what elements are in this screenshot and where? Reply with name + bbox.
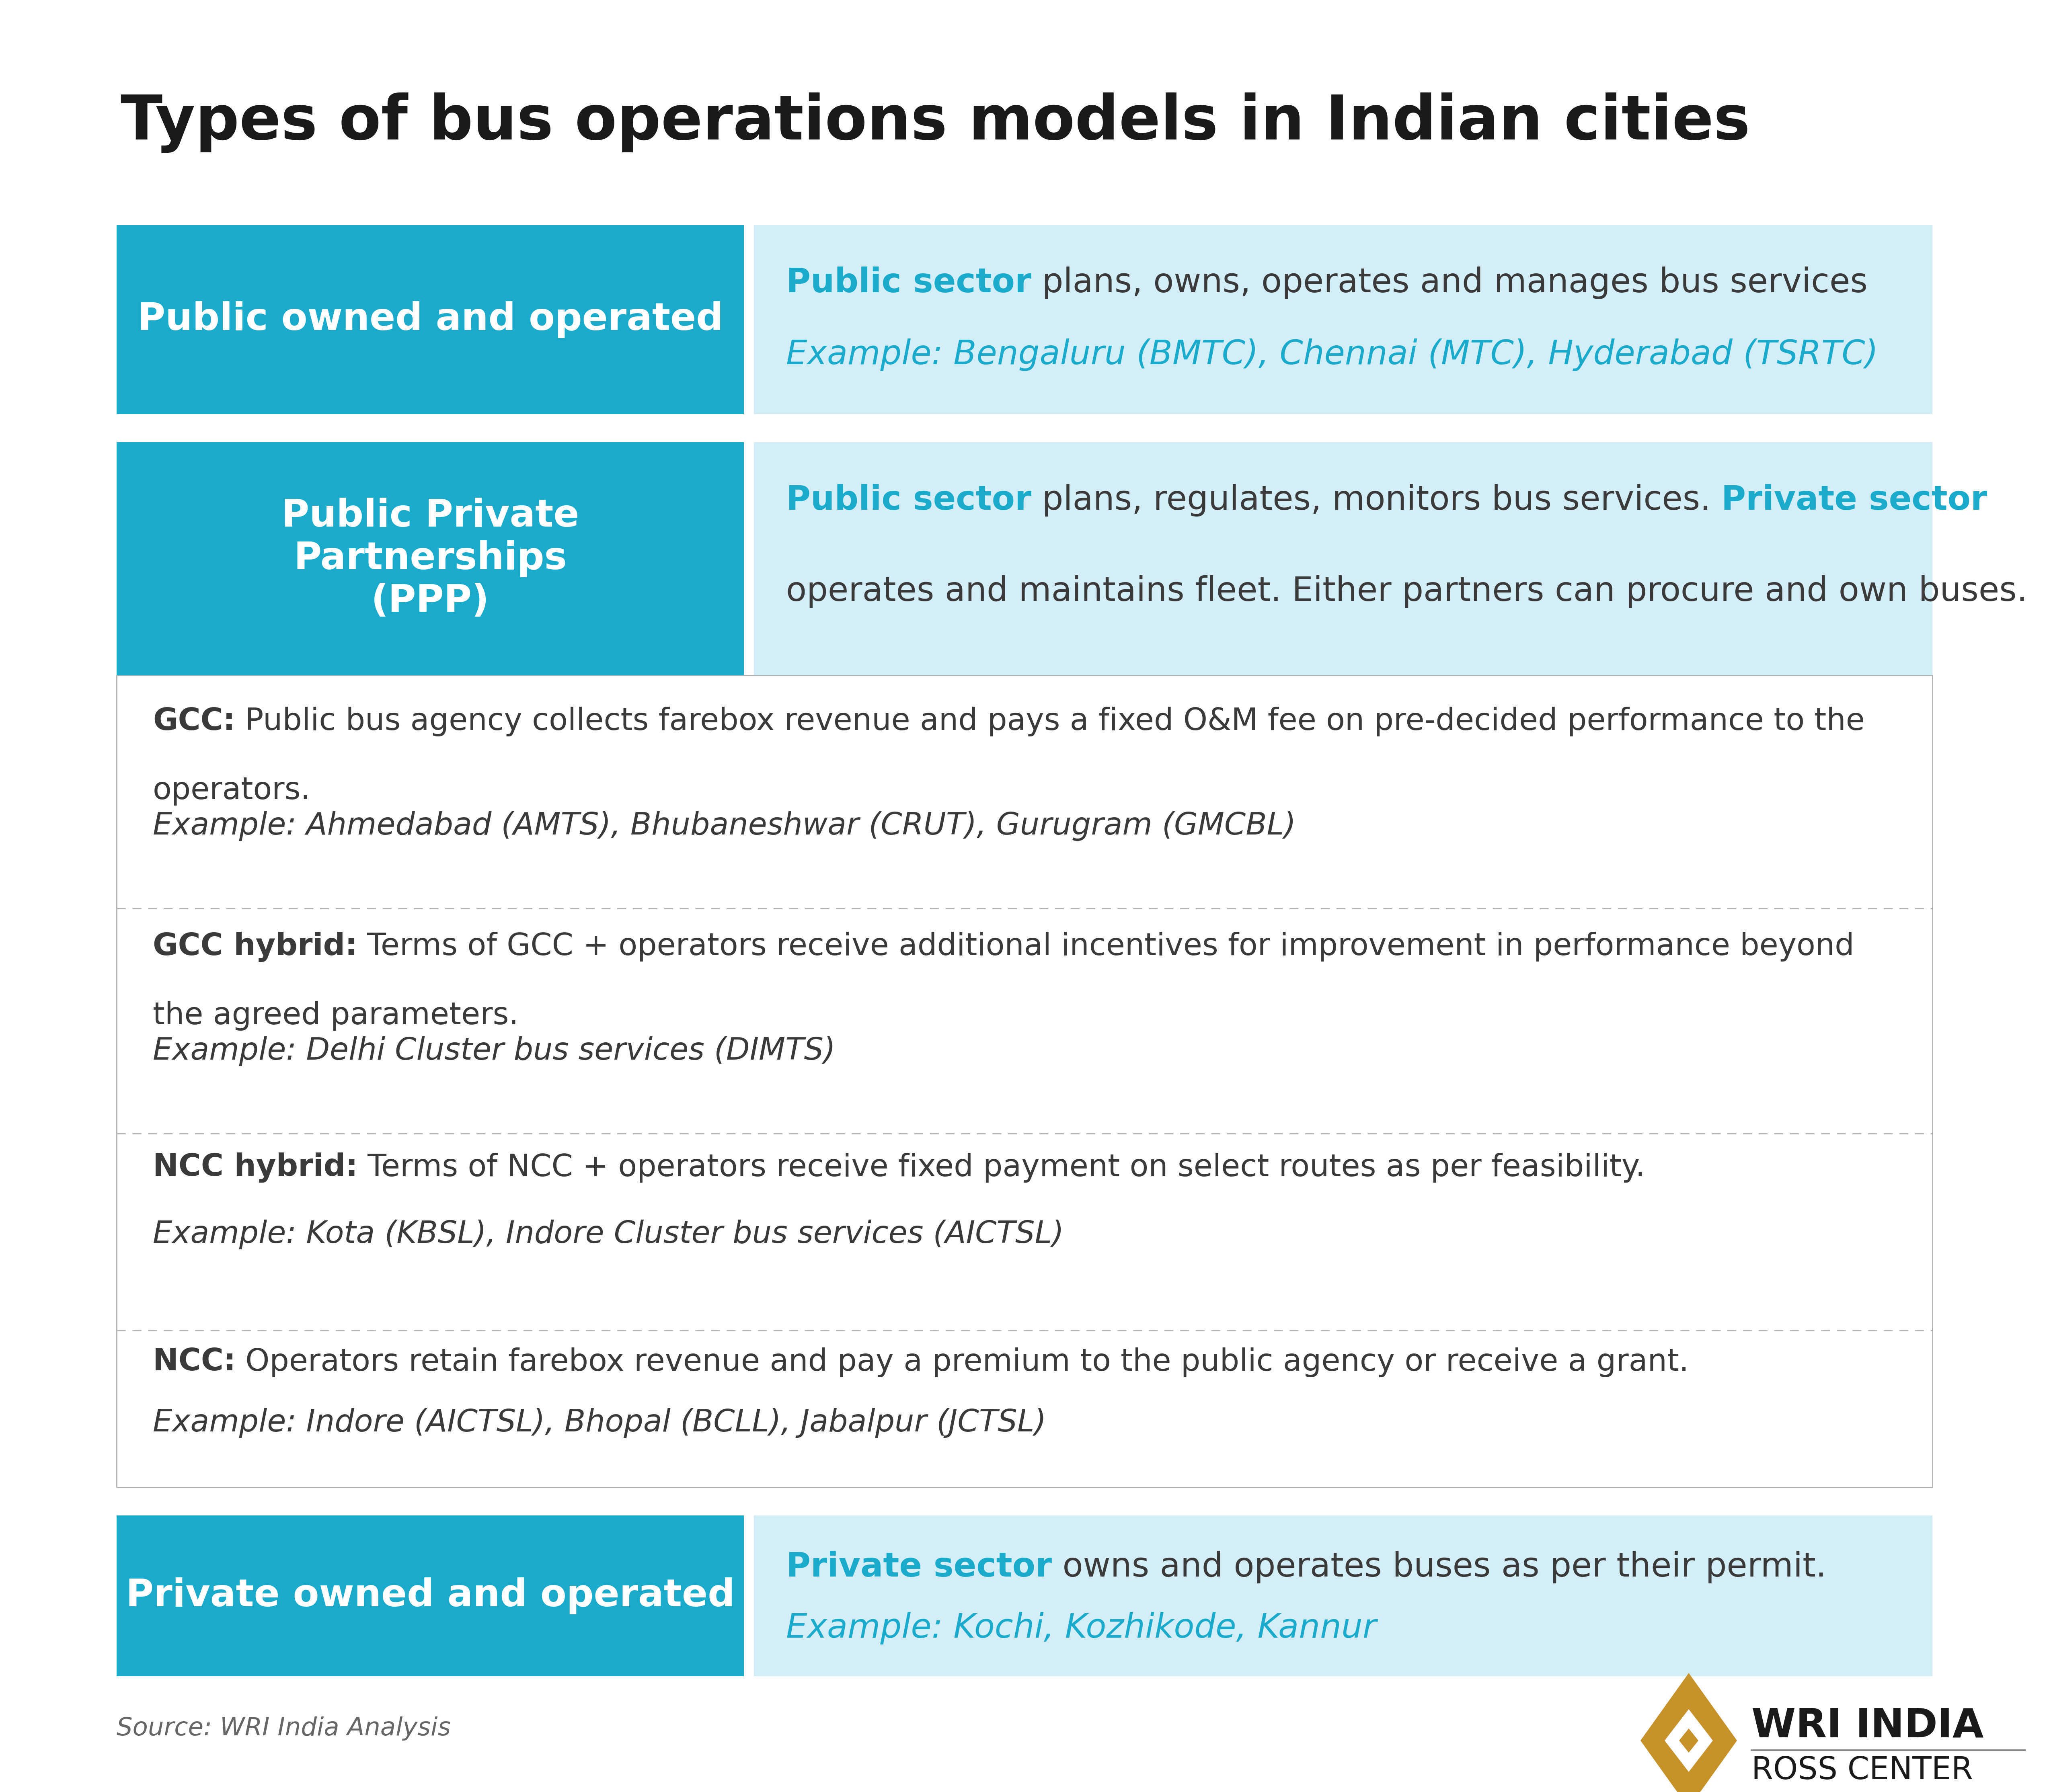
Text: Example: Delhi Cluster bus services (DIMTS): Example: Delhi Cluster bus services (DIM…	[154, 1036, 836, 1066]
Text: Private sector: Private sector	[787, 1550, 1051, 1584]
Text: Example: Kochi, Kozhikode, Kannur: Example: Kochi, Kozhikode, Kannur	[787, 1613, 1377, 1645]
Bar	[117, 676, 1932, 1487]
Text: Public sector: Public sector	[787, 484, 1031, 516]
Text: Public sector: Public sector	[787, 267, 1031, 299]
Text: Terms of GCC + operators receive additional incentives for improvement in perfor: Terms of GCC + operators receive additio…	[357, 932, 1854, 962]
Text: operates and maintains fleet. Either partners can procure and own buses.: operates and maintains fleet. Either par…	[787, 575, 2026, 607]
Text: Example: Indore (AICTSL), Bhopal (BCLL), Jabalpur (JCTSL): Example: Indore (AICTSL), Bhopal (BCLL),…	[154, 1409, 1047, 1437]
Bar	[117, 443, 744, 676]
Bar	[754, 443, 1932, 676]
Text: Example: Kota (KBSL), Indore Cluster bus services (AICTSL): Example: Kota (KBSL), Indore Cluster bus…	[154, 1220, 1063, 1249]
Bar	[754, 226, 1932, 414]
Polygon shape	[1678, 1729, 1699, 1753]
Text: WRI INDIA: WRI INDIA	[1752, 1706, 1983, 1745]
Text: Types of bus operations models in Indian cities: Types of bus operations models in Indian…	[121, 93, 1750, 152]
Bar	[754, 1516, 1932, 1676]
Text: operators.: operators.	[154, 776, 311, 805]
Text: Example: Ahmedabad (AMTS), Bhubaneshwar (CRUT), Gurugram (GMCBL): Example: Ahmedabad (AMTS), Bhubaneshwar …	[154, 812, 1295, 840]
Text: plans, regulates, monitors bus services.: plans, regulates, monitors bus services.	[1031, 484, 1721, 516]
Text: ROSS CENTER: ROSS CENTER	[1752, 1754, 1973, 1785]
Text: owns and operates buses as per their permit.: owns and operates buses as per their per…	[1051, 1550, 1826, 1584]
Text: Terms of NCC + operators receive fixed payment on select routes as per feasibili: Terms of NCC + operators receive fixed p…	[359, 1152, 1645, 1183]
Text: GCC:: GCC:	[154, 706, 236, 737]
Bar	[117, 226, 744, 414]
Text: Private owned and operated: Private owned and operated	[125, 1577, 736, 1615]
Polygon shape	[1641, 1674, 1738, 1792]
Text: GCC hybrid:: GCC hybrid:	[154, 932, 357, 962]
Text: Public Private
Partnerships
(PPP): Public Private Partnerships (PPP)	[281, 498, 580, 620]
Text: Operators retain farebox revenue and pay a premium to the public agency or recei: Operators retain farebox revenue and pay…	[236, 1348, 1688, 1376]
Text: Public bus agency collects farebox revenue and pays a fixed O&M fee on pre-decid: Public bus agency collects farebox reven…	[236, 706, 1865, 737]
Text: Example: Bengaluru (BMTC), Chennai (MTC), Hyderabad (TSRTC): Example: Bengaluru (BMTC), Chennai (MTC)…	[787, 339, 1879, 371]
Text: the agreed parameters.: the agreed parameters.	[154, 1000, 518, 1030]
Text: NCC:: NCC:	[154, 1348, 236, 1376]
Text: Private sector: Private sector	[1721, 484, 1988, 516]
Polygon shape	[1664, 1710, 1713, 1772]
Text: NCC hybrid:: NCC hybrid:	[154, 1152, 359, 1183]
Text: plans, owns, operates and manages bus services: plans, owns, operates and manages bus se…	[1031, 267, 1867, 299]
Bar	[117, 1516, 744, 1676]
Text: Public owned and operated: Public owned and operated	[137, 301, 723, 339]
Text: Source: WRI India Analysis: Source: WRI India Analysis	[117, 1717, 451, 1740]
